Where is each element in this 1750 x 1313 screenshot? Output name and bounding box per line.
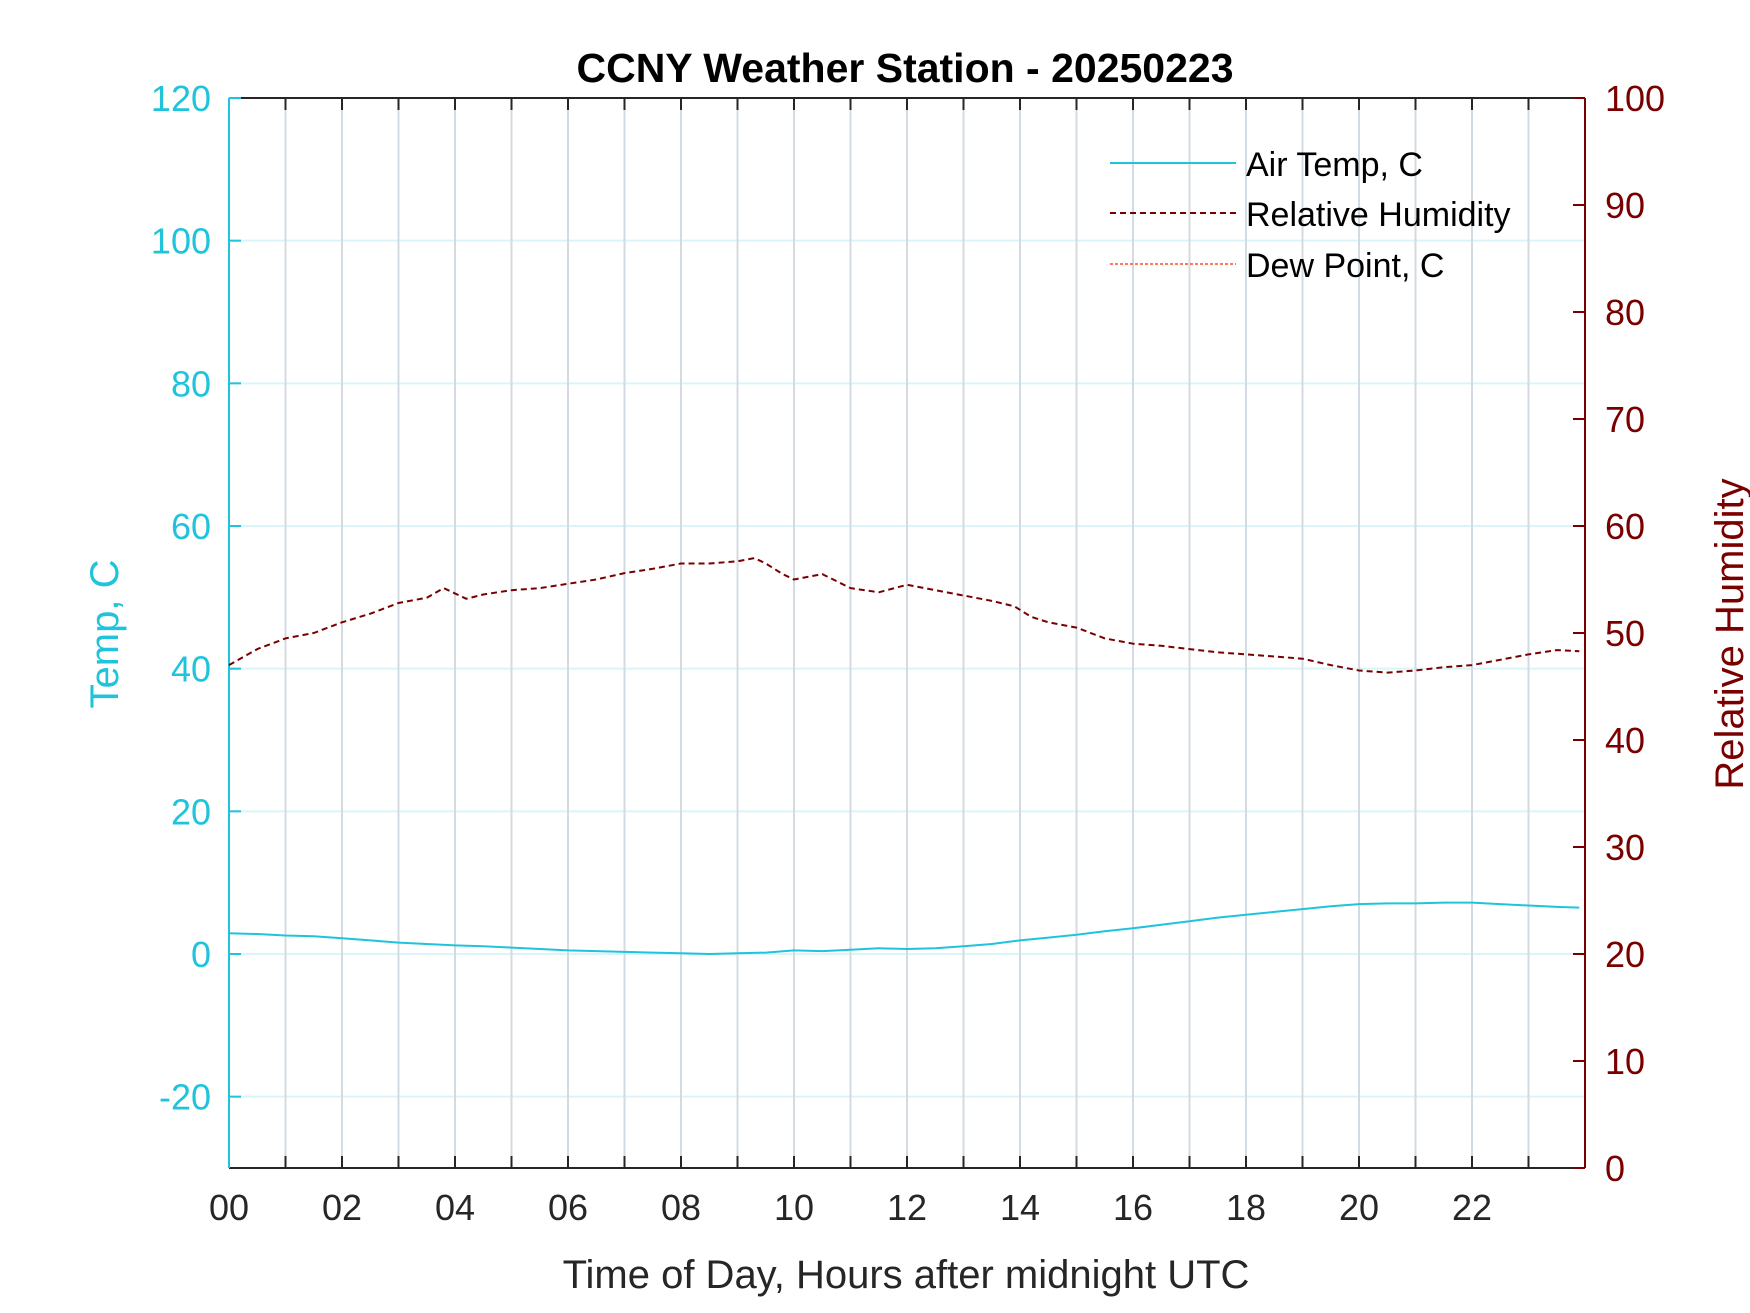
y-right-tick-label: 100	[1605, 78, 1665, 119]
y-right-tick-label: 50	[1605, 613, 1645, 654]
y-right-tick-label: 90	[1605, 185, 1645, 226]
y-left-tick-label: 20	[171, 791, 211, 832]
x-tick-label: 02	[322, 1187, 362, 1228]
y-right-tick-label: 30	[1605, 827, 1645, 868]
y-right-tick-label: 20	[1605, 934, 1645, 975]
y-axis-left-title: Temp, C	[83, 560, 127, 709]
x-tick-label: 14	[1000, 1187, 1040, 1228]
x-axis-title: Time of Day, Hours after midnight UTC	[563, 1253, 1250, 1297]
y-right-tick-label: 0	[1605, 1148, 1625, 1189]
y-right-tick-label: 40	[1605, 720, 1645, 761]
legend-label-air-temp: Air Temp, C	[1246, 146, 1423, 184]
y-left-tick-label: 0	[191, 934, 211, 975]
chart-title: CCNY Weather Station - 20250223	[576, 45, 1233, 91]
y-right-tick-label: 80	[1605, 292, 1645, 333]
x-tick-label: 12	[887, 1187, 927, 1228]
y-left-tick-label: 80	[171, 363, 211, 404]
series-layer	[228, 557, 1580, 955]
x-tick-label: 16	[1113, 1187, 1153, 1228]
x-tick-label: 20	[1339, 1187, 1379, 1228]
y-axis-right-title: Relative Humidity	[1708, 478, 1750, 789]
series-line-humidity	[228, 557, 1580, 674]
x-tick-label: 18	[1226, 1187, 1266, 1228]
x-tick-label: 10	[774, 1187, 814, 1228]
x-tick-label: 04	[435, 1187, 475, 1228]
x-tick-label: 08	[661, 1187, 701, 1228]
y-left-tick-label: -20	[159, 1077, 211, 1118]
x-tick-label: 00	[209, 1187, 249, 1228]
y-right-tick-label: 10	[1605, 1041, 1645, 1082]
series-line-air-temp	[228, 901, 1580, 955]
y-left-tick-label: 40	[171, 649, 211, 690]
y-right-tick-label: 60	[1605, 506, 1645, 547]
vertical-grid	[284, 98, 1530, 1168]
y-axis-left: -20 0 20 40 60 80 100 120	[151, 78, 241, 1168]
y-left-tick-label: 100	[151, 221, 211, 262]
y-left-tick-label: 120	[151, 78, 211, 119]
x-tick-label: 22	[1452, 1187, 1492, 1228]
y-right-tick-label: 70	[1605, 399, 1645, 440]
x-axis: 00 02 04 06 08 10 12 14 16 18 20 22	[209, 98, 1530, 1228]
legend-label-dew-point: Dew Point, C	[1246, 247, 1444, 285]
y-axis-right: 0 10 20 30 40 50 60 70 80 90 100	[1573, 78, 1665, 1189]
x-tick-label: 06	[548, 1187, 588, 1228]
y-left-tick-label: 60	[171, 506, 211, 547]
legend: Air Temp, C Relative Humidity Dew Point,…	[1110, 146, 1511, 285]
legend-label-relative-humidity: Relative Humidity	[1246, 196, 1511, 234]
